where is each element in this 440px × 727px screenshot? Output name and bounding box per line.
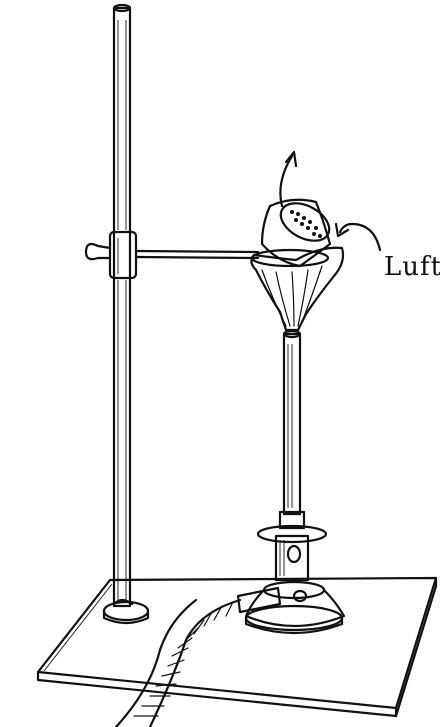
air-regulator xyxy=(256,510,328,582)
air-label: Luft xyxy=(384,252,440,282)
clamp-arm xyxy=(134,249,260,260)
crucible xyxy=(260,198,332,268)
stand-foot xyxy=(102,598,150,625)
burner-tube xyxy=(282,329,302,516)
gauze-funnel xyxy=(250,246,345,332)
stand-rod xyxy=(112,3,132,608)
gas-hose xyxy=(114,598,242,727)
air-arrow xyxy=(334,222,382,252)
clamp-boss xyxy=(84,230,138,280)
escape-arrow xyxy=(279,150,298,208)
burner-base xyxy=(244,580,346,635)
base-plate xyxy=(36,576,438,718)
gas-nozzle xyxy=(236,586,282,614)
